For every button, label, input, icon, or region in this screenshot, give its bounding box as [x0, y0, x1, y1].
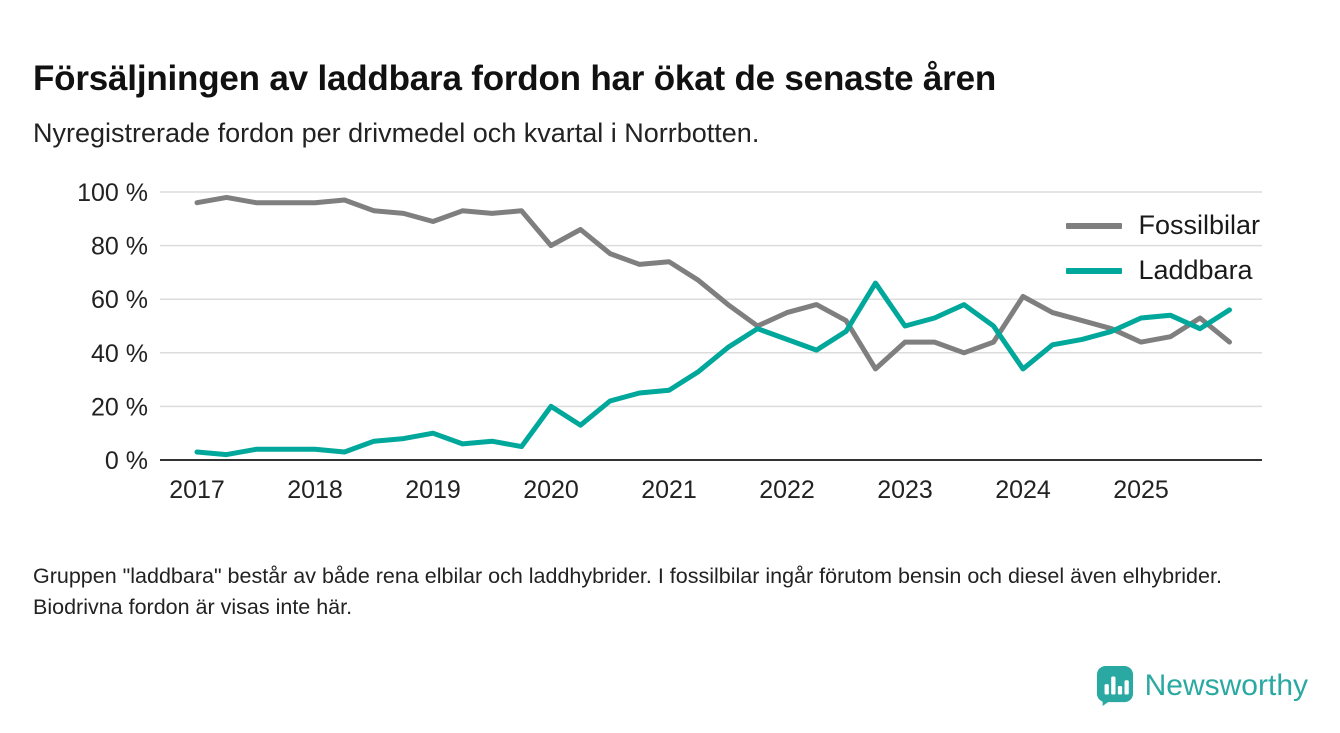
x-tick-label: 2025 [1113, 476, 1169, 504]
branding: Newsworthy [1096, 665, 1308, 707]
brand-name: Newsworthy [1144, 669, 1308, 702]
y-tick-label: 40 % [91, 340, 148, 368]
x-tick-label: 2017 [169, 476, 225, 504]
x-tick-label: 2021 [641, 476, 697, 504]
laddbara-line-swatch [1066, 267, 1123, 274]
x-tick-label: 2019 [405, 476, 461, 504]
legend-item-fossilbilar: Fossilbilar [1066, 210, 1260, 241]
x-tick-label: 2023 [877, 476, 933, 504]
page-title: Försäljningen av laddbara fordon har öka… [33, 59, 997, 99]
chart-subtitle: Nyregistrerade fordon per drivmedel och … [33, 118, 760, 148]
y-tick-label: 100 % [77, 179, 148, 207]
newsworthy-bar-chart-logo-icon [1096, 666, 1133, 706]
line-chart-canvas: 0 % 20 % 40 % 60 % 80 % 100 % 2017 2018 2019 2020… [77, 179, 1262, 504]
x-tick-label: 2018 [287, 476, 343, 504]
x-tick-label: 2022 [759, 476, 815, 504]
line-chart: 0 % 20 % 40 % 60 % 80 % 100 % 2017 2018 2019 2020… [0, 160, 1340, 510]
chart-legend: Fossilbilar Laddbara [1066, 210, 1260, 286]
legend-label-fossilbilar: Fossilbilar [1138, 210, 1260, 240]
fossilbilar-line-swatch [1066, 222, 1123, 229]
x-tick-label: 2024 [995, 476, 1051, 504]
legend-item-laddbara: Laddbara [1066, 255, 1260, 286]
legend-label-laddbara: Laddbara [1138, 255, 1253, 285]
y-tick-label: 0 % [105, 447, 148, 475]
fossilbilar-line [194, 194, 1232, 372]
y-tick-label: 20 % [91, 393, 148, 421]
y-tick-label: 80 % [91, 233, 148, 261]
y-tick-label: 60 % [91, 286, 148, 314]
x-tick-label: 2020 [523, 476, 579, 504]
chart-footnote: Gruppen "laddbara" består av både rena e… [33, 564, 1222, 620]
laddbara-line [194, 280, 1232, 458]
